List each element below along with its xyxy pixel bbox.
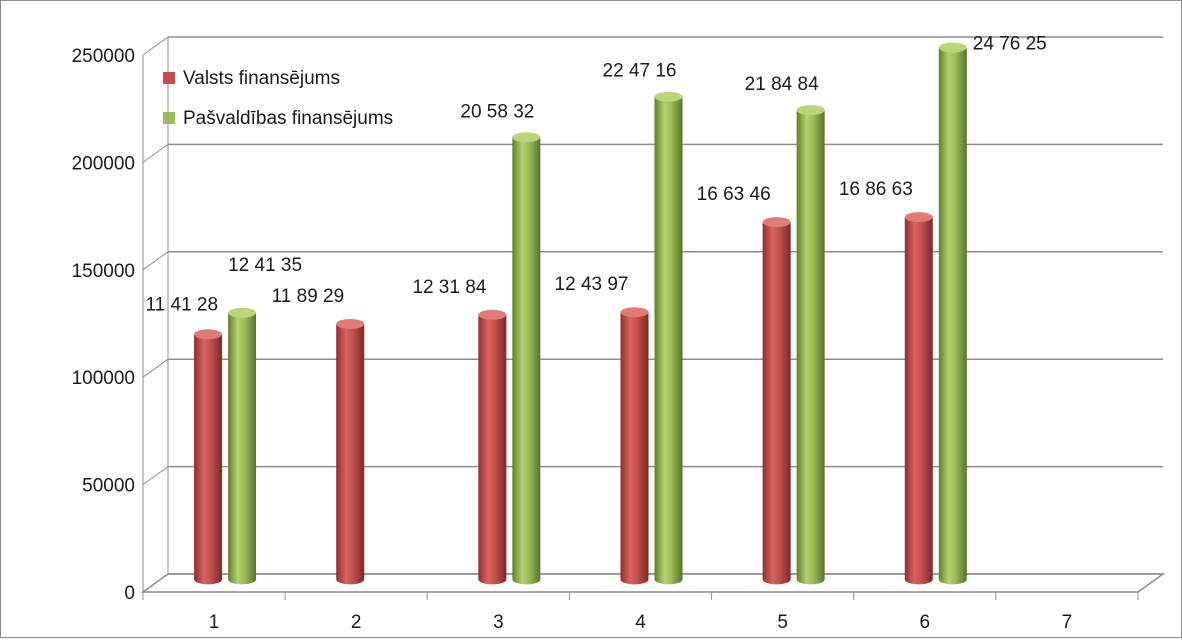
bar-body	[654, 96, 683, 585]
y-tick-label: 200000	[72, 153, 135, 174]
bar-top	[336, 318, 365, 329]
bar-top	[938, 42, 967, 53]
gridline-depth	[142, 143, 169, 163]
bar	[904, 212, 933, 585]
data-label: 16 86 63	[839, 179, 913, 200]
x-tick-label: 6	[919, 612, 930, 633]
bar	[478, 309, 507, 585]
x-tick-label: 7	[1062, 612, 1073, 633]
bar-top	[904, 212, 933, 223]
y-tick-label: 100000	[72, 368, 135, 389]
bar-top	[620, 307, 649, 318]
data-label: 16 63 46	[697, 184, 771, 205]
x-tick-label: 1	[209, 612, 220, 633]
bar-body	[938, 47, 967, 585]
bar-body	[228, 312, 257, 585]
bar-top	[228, 307, 257, 318]
bar-top	[478, 309, 507, 320]
legend-label: Valsts finansējums	[183, 68, 340, 89]
y-tick-label: 50000	[82, 476, 135, 497]
gridline-depth	[142, 358, 169, 378]
bar-body	[336, 323, 365, 585]
bar	[796, 105, 825, 585]
x-tick-label: 2	[351, 612, 362, 633]
data-label: 12 31 84	[412, 277, 486, 298]
legend-swatch	[163, 112, 175, 124]
data-label: 22 47 16	[603, 61, 677, 82]
bar-body	[796, 110, 825, 585]
data-label: 12 43 97	[555, 274, 629, 295]
x-tick-label: 3	[493, 612, 504, 633]
bar	[512, 132, 541, 585]
bar-top	[194, 329, 223, 340]
legend-label: Pašvaldības finansējums	[183, 108, 393, 129]
bar-top	[762, 217, 791, 228]
bar-body	[512, 137, 541, 585]
gridline-depth	[142, 36, 169, 56]
data-label: 12 41 35	[228, 255, 302, 276]
data-label: 11 89 29	[272, 286, 345, 307]
data-label: 21 84 84	[745, 74, 819, 95]
bars	[194, 42, 967, 585]
gridline-depth	[142, 251, 169, 271]
data-labels: 11 41 28 11 89 29 12 31 84 12 43 97 16 63 46…	[146, 34, 1047, 316]
bar	[336, 318, 365, 585]
y-tick-label: 150000	[72, 261, 135, 282]
x-tick-label: 4	[635, 612, 646, 633]
bar	[620, 307, 649, 585]
x-tick-label: 5	[777, 612, 788, 633]
bar-body	[478, 314, 507, 585]
bar-body	[620, 312, 649, 585]
y-tick-label: 250000	[72, 46, 135, 67]
bar-body	[762, 222, 791, 585]
gridline-depth	[142, 466, 169, 486]
bar-top	[796, 105, 825, 116]
bar-body	[904, 217, 933, 585]
chart-floor	[140, 573, 1166, 593]
data-label: 11 41 28	[146, 294, 219, 315]
axes: 0 50000 100000 150000 200000 250000 1 2 3 4 5 6 7	[72, 46, 1139, 633]
bar-top	[512, 132, 541, 143]
bar	[938, 42, 967, 585]
bar	[762, 217, 791, 585]
bar	[654, 91, 683, 585]
legend-swatch	[163, 72, 175, 84]
bar	[194, 329, 223, 585]
y-tick-label: 0	[124, 583, 135, 604]
bar-body	[194, 334, 223, 585]
legend: Valsts finansējums Pašvaldības finansējum…	[163, 68, 393, 129]
bar-top	[654, 91, 683, 102]
data-label: 24 76 25	[973, 34, 1047, 55]
data-label: 20 58 32	[460, 101, 534, 122]
bar	[228, 307, 257, 585]
